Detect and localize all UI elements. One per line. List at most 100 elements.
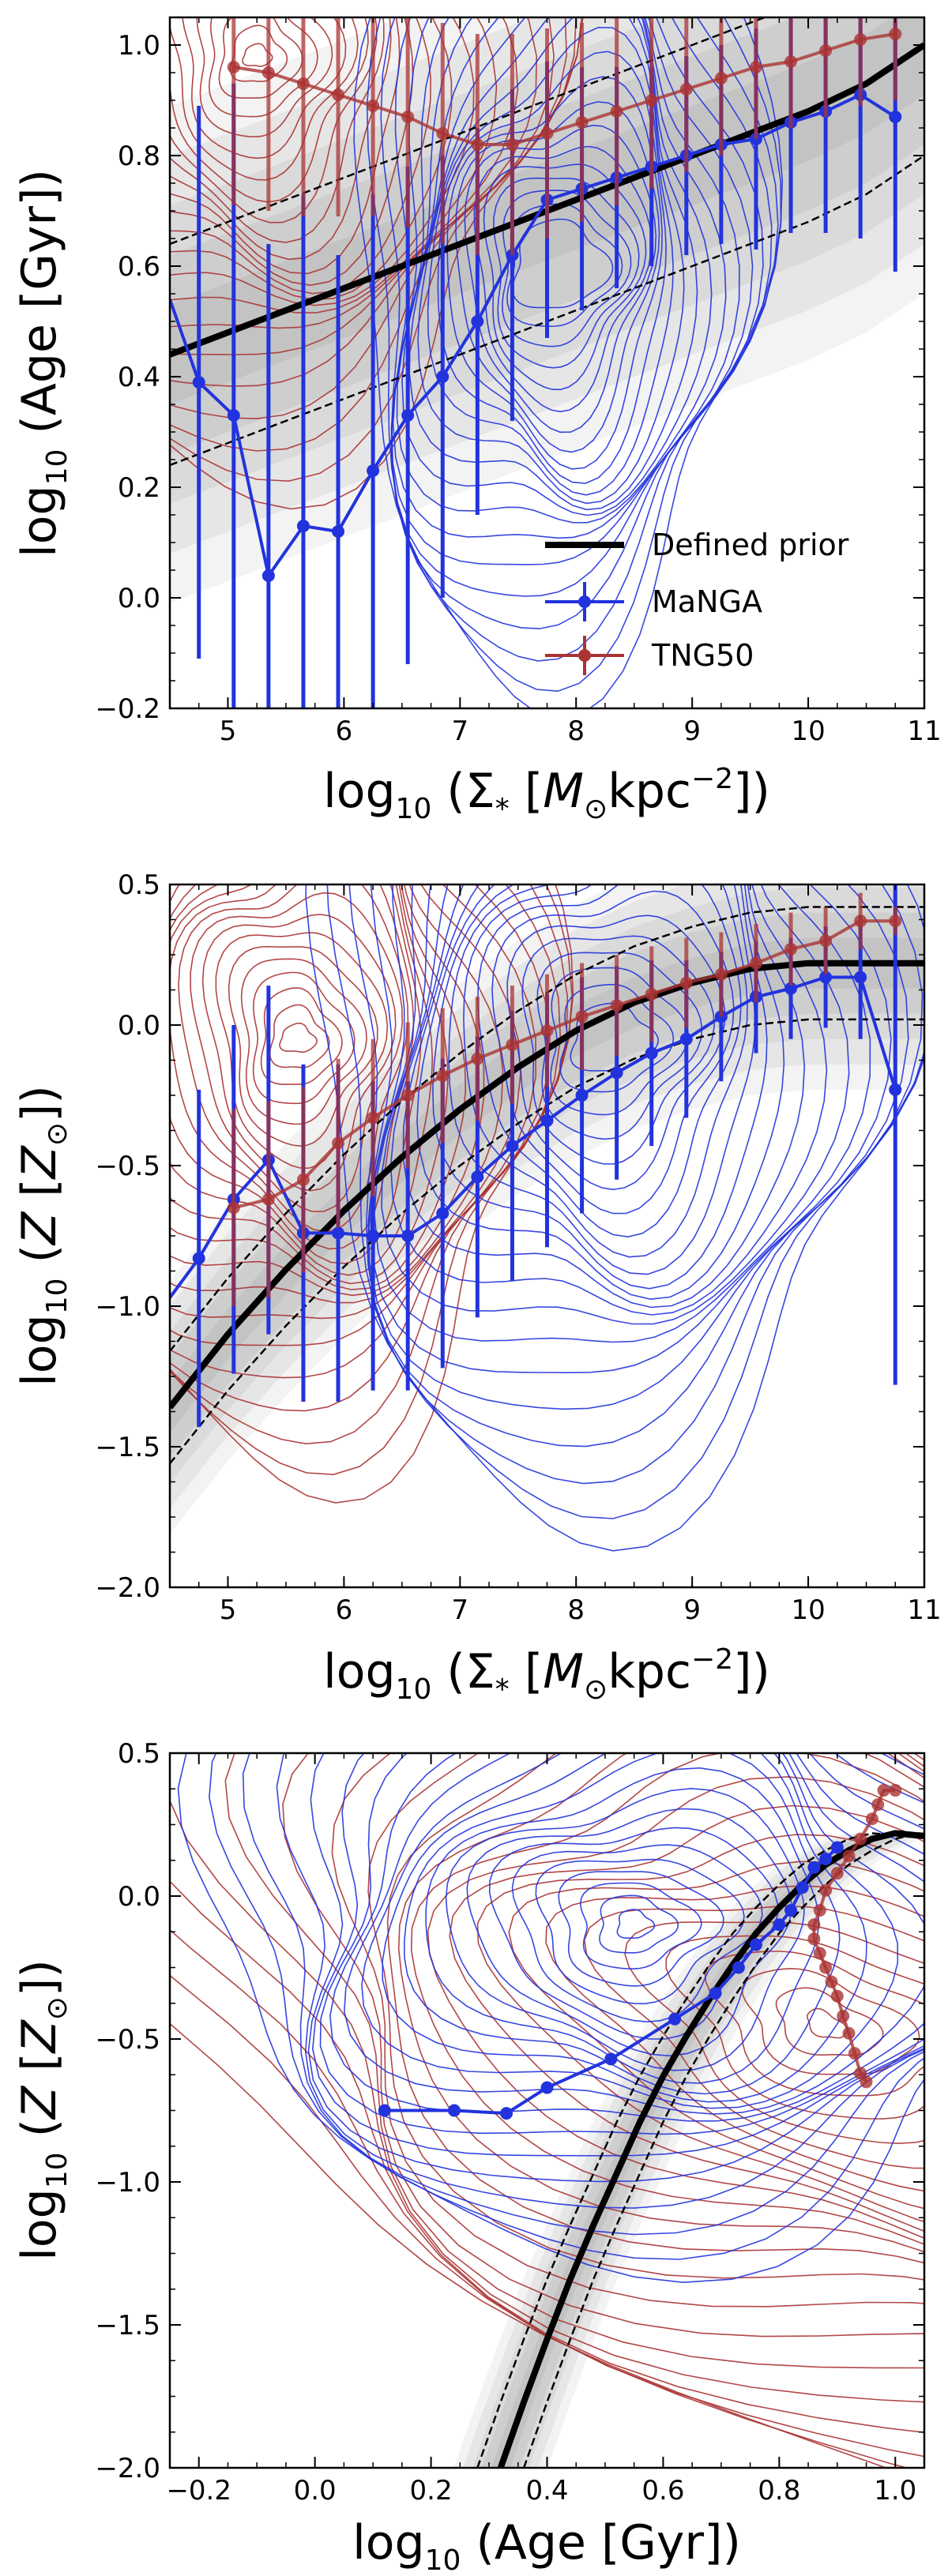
tng50-point — [714, 967, 728, 981]
manga-contour — [374, 884, 871, 1343]
x-tick-label: 7 — [451, 1594, 468, 1626]
x-tick-label: 1.0 — [874, 2475, 916, 2507]
panel-age-vs-density: 5 6 7 8 9 10 11 −0.2 0.0 0.2 0.4 0.6 0.8 1.0 log10 (Σ… — [12, 16, 942, 825]
tng50-contour — [170, 17, 519, 329]
manga-contour — [402, 884, 806, 1309]
manga-contour — [416, 884, 785, 1301]
tng50-contour — [170, 17, 538, 355]
tng50-contour — [170, 884, 415, 1250]
manga-point — [401, 1230, 415, 1242]
y-tick-label: −1.0 — [95, 1291, 160, 1323]
x-tick-label: 8 — [567, 715, 585, 747]
x-tick-label: 9 — [683, 715, 701, 747]
manga-contour — [521, 935, 715, 1165]
manga-point — [819, 1852, 833, 1865]
tng50-contour — [170, 884, 504, 1304]
tng50-contour — [201, 914, 397, 1192]
tng50-contour — [170, 17, 453, 301]
manga-point — [296, 520, 310, 532]
manga-contour — [390, 17, 764, 597]
y-tick-label: −1.5 — [95, 2310, 160, 2341]
manga-point — [436, 370, 450, 383]
manga-point — [506, 1140, 519, 1153]
manga-contour — [329, 1753, 924, 2122]
manga-contour — [476, 884, 742, 1238]
y-tick-label: 0.8 — [118, 141, 160, 172]
x-tick-label: 9 — [683, 1594, 701, 1626]
manga-point — [192, 1252, 205, 1265]
manga-contour — [370, 884, 892, 1374]
x-tick-label: 5 — [220, 715, 237, 747]
manga-contour — [403, 1753, 841, 2095]
manga-contour — [242, 1753, 924, 2236]
manga-contour — [307, 1753, 924, 2183]
tng50-contour — [224, 1753, 924, 2369]
prior-band-layer — [170, 884, 924, 1534]
tng50-point — [540, 127, 554, 140]
tng50-contour — [704, 1951, 924, 2097]
manga-point — [436, 1207, 450, 1220]
tng50-point — [436, 1069, 450, 1083]
manga-point — [378, 2104, 391, 2117]
tng50-point — [854, 1832, 867, 1846]
tng50-point — [679, 83, 693, 96]
tng50-point — [784, 55, 798, 68]
tng50-point — [540, 1024, 554, 1038]
tng50-contour — [449, 1804, 924, 2232]
tng50-point — [367, 1111, 380, 1125]
tng50-contour — [170, 17, 577, 452]
manga-contour — [488, 1827, 779, 2040]
tng50-contour — [170, 884, 521, 1320]
manga-point — [889, 111, 902, 123]
tng50-contour — [170, 884, 574, 1504]
manga-contour — [390, 17, 754, 565]
manga-point — [471, 315, 484, 328]
tng50-contour — [427, 1776, 924, 2240]
manga-contour — [427, 26, 674, 496]
manga-point — [749, 1938, 762, 1951]
manga-contour — [305, 884, 924, 1552]
y-tick-label: −1.5 — [95, 1432, 160, 1463]
tng50-contour — [331, 1753, 924, 2308]
tng50-point — [714, 72, 728, 84]
prior-band-layer — [472, 1833, 924, 2468]
x-tick-label: −0.2 — [166, 2475, 231, 2507]
manga-contour — [177, 1753, 924, 2284]
legend-tng-marker — [578, 649, 591, 662]
y-axis-label: log10 (Z [Z⊙]) — [12, 1959, 73, 2260]
tng50-contour — [508, 1861, 924, 2210]
manga-contour — [366, 17, 782, 693]
tng50-point — [842, 1849, 856, 1863]
tng50-point — [367, 100, 380, 112]
tng50-point — [296, 77, 310, 90]
tng50-point — [401, 111, 415, 123]
tng50-point — [819, 44, 833, 57]
tng50-contour — [218, 17, 303, 99]
x-tick-label: 11 — [907, 1594, 941, 1626]
tng50-point — [819, 934, 833, 948]
tng50-point — [261, 1192, 275, 1206]
manga-point — [796, 1881, 809, 1894]
tng50-point — [889, 914, 902, 928]
manga-point — [807, 1861, 821, 1874]
x-tick-label: 6 — [336, 1594, 353, 1626]
tng50-contour — [228, 945, 378, 1147]
prior-band-layer — [481, 1833, 924, 2468]
manga-contour — [401, 17, 713, 516]
tng50-point — [610, 999, 623, 1012]
tng50-contour — [170, 884, 467, 1290]
tng50-point — [865, 1812, 878, 1826]
tng50-contour — [208, 17, 318, 118]
tng50-contour — [170, 17, 385, 243]
x-tick-label: 0.0 — [294, 2475, 337, 2507]
tng50-contour — [170, 17, 498, 314]
manga-point — [604, 2052, 618, 2066]
manga-contour — [506, 203, 623, 328]
tng50-point — [645, 94, 658, 107]
manga-point — [540, 1114, 554, 1128]
manga-point — [575, 1089, 589, 1102]
manga-point — [447, 2104, 461, 2117]
manga-contour — [506, 914, 726, 1191]
manga-point — [192, 376, 205, 389]
tng50-point — [830, 1989, 844, 2003]
